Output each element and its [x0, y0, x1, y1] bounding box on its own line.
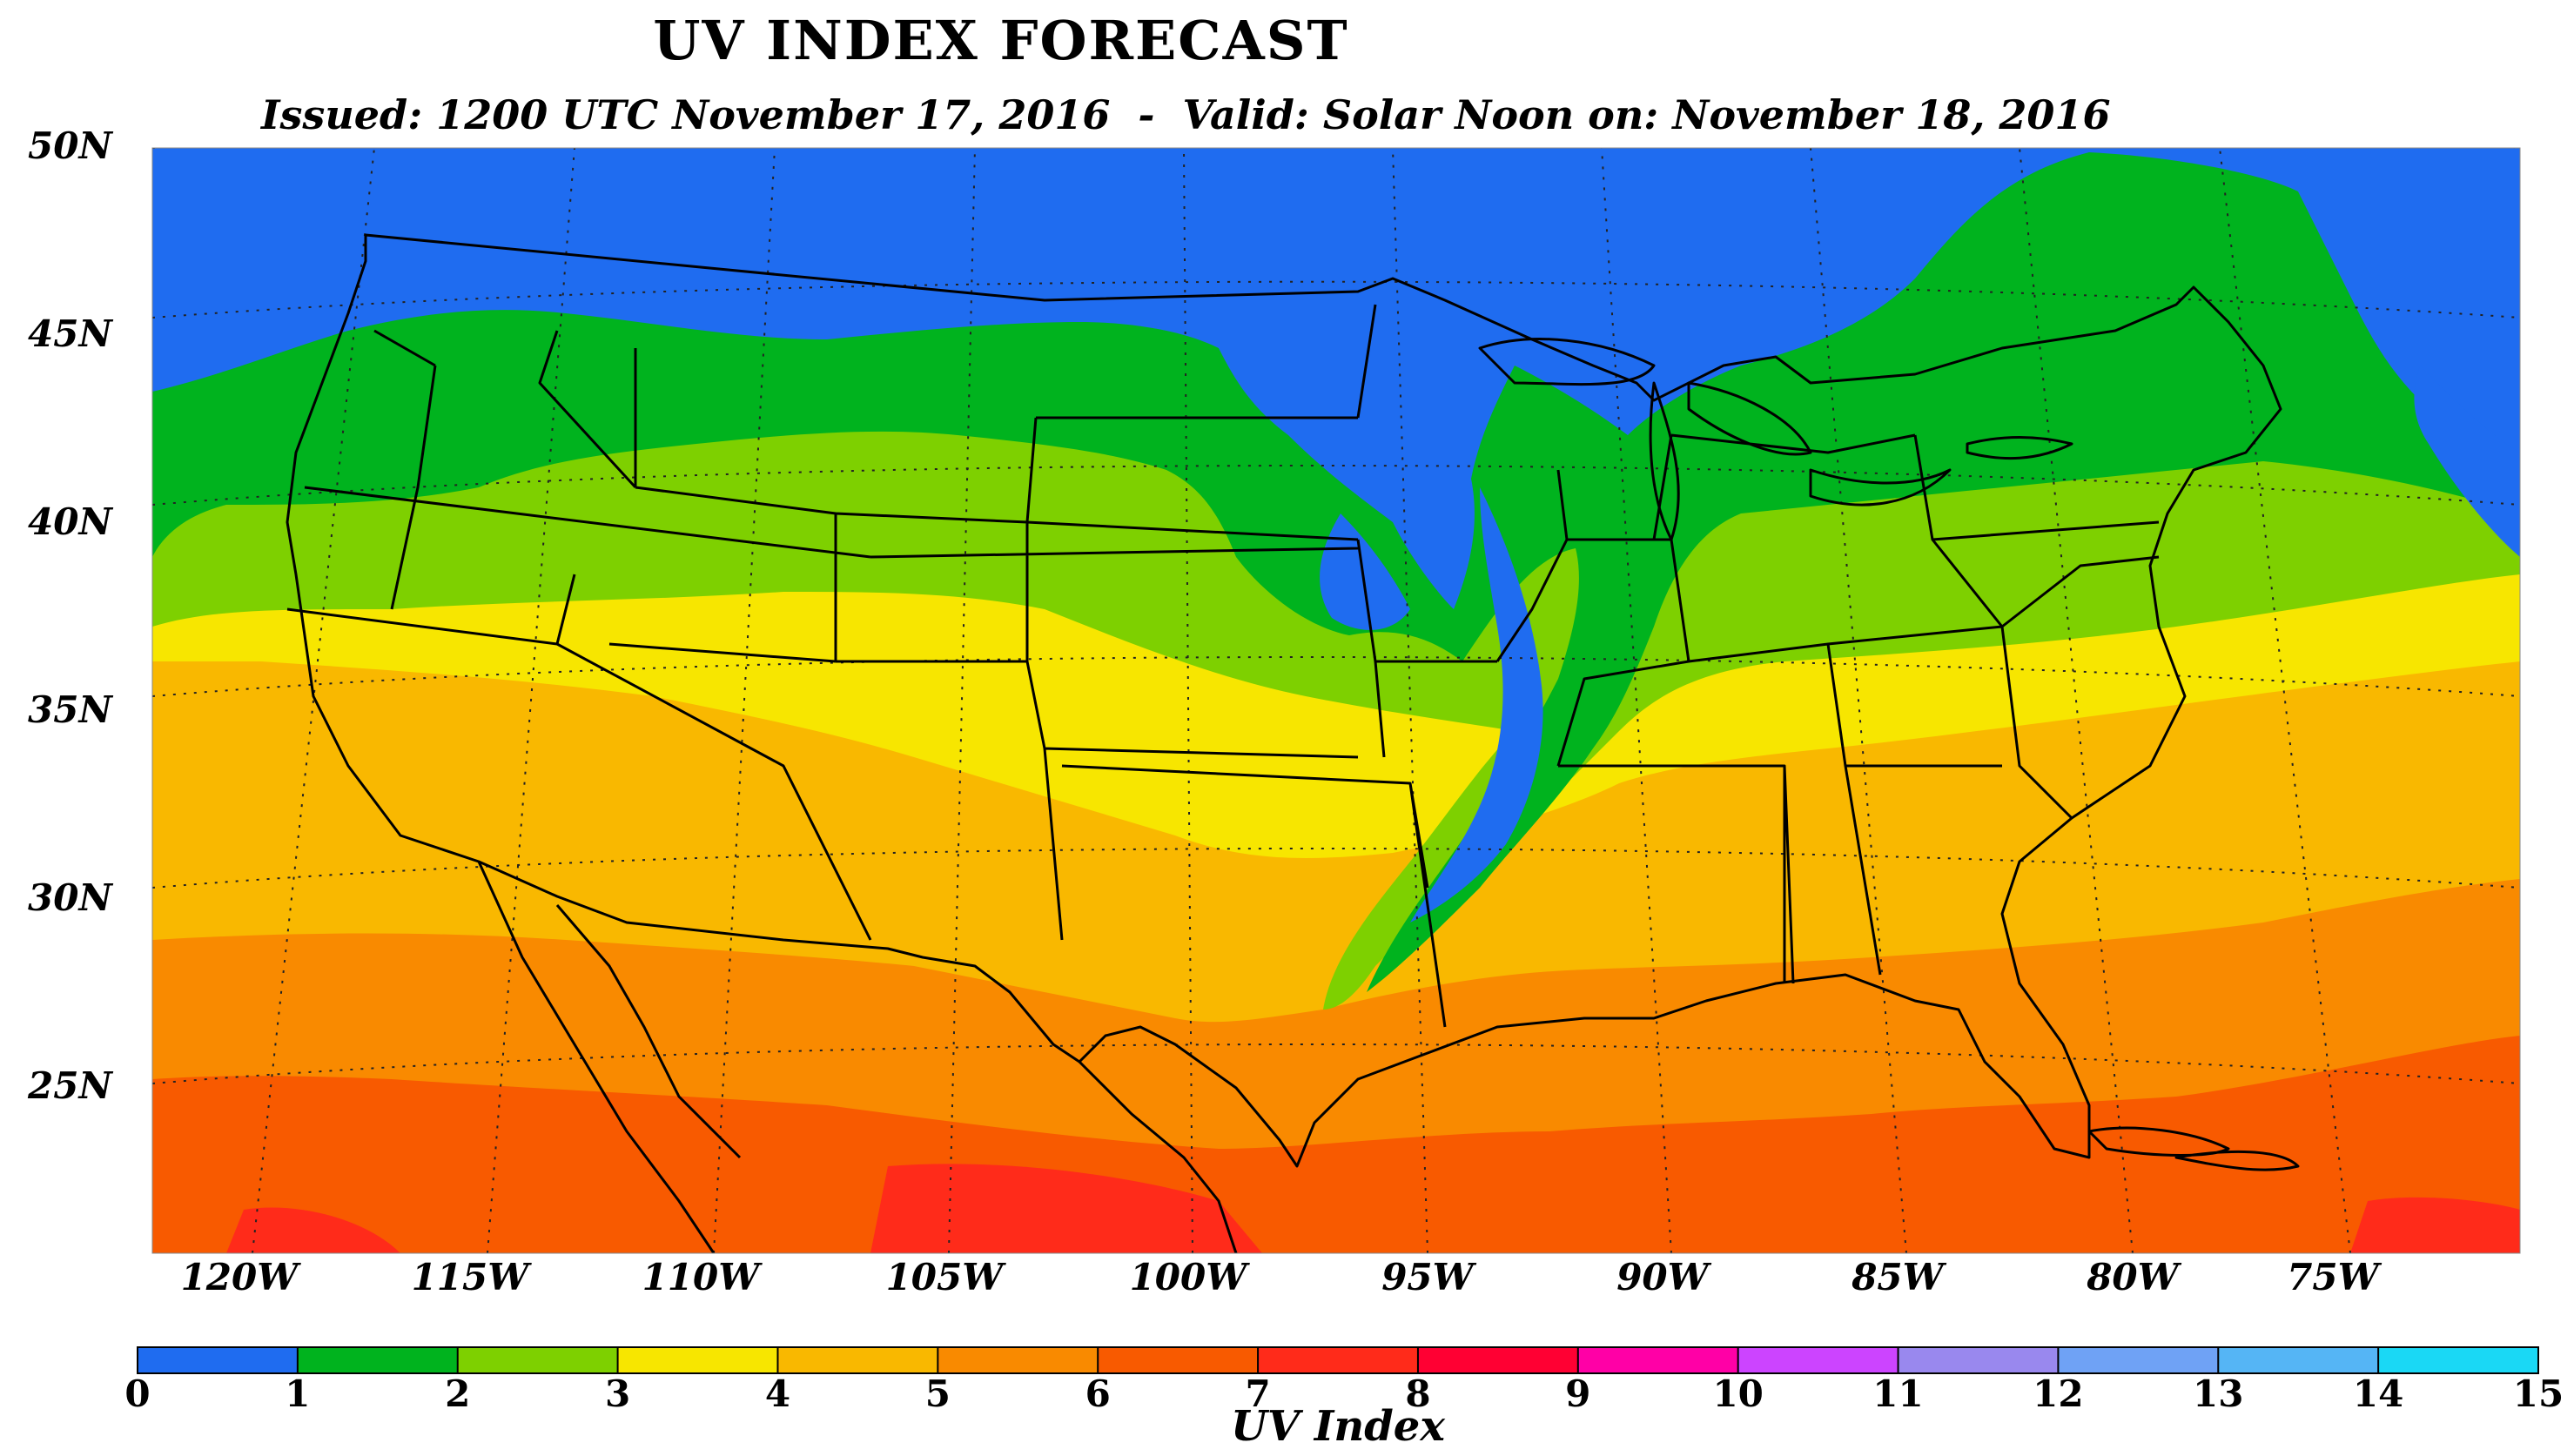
- graticule: [152, 148, 2520, 1253]
- meridian-115w: [487, 148, 575, 1253]
- colorbar-swatch: [297, 1347, 459, 1373]
- latitude-label: 40N: [28, 500, 113, 543]
- uv-field: [152, 148, 2520, 1253]
- colorbar-swatch: [777, 1347, 938, 1373]
- colorbar-tick-label: 6: [1085, 1372, 1111, 1415]
- longitude-label: 80W: [2086, 1256, 2181, 1298]
- map-subtitle: Issued: 1200 UTC November 17, 2016 - Val…: [261, 91, 2111, 138]
- parallel-30n: [152, 848, 2520, 889]
- colorbar-tick-label: 8: [1405, 1372, 1430, 1415]
- uv-index-colorbar: 0 1 2 3 4 5 6 7 8 9 10 11 12 13 14 15 UV Index: [124, 1346, 2564, 1451]
- parallel-45n: [152, 280, 2520, 319]
- colorbar-tick-label: 12: [2033, 1372, 2083, 1415]
- parallel-40n: [152, 465, 2520, 506]
- colorbar-tick-label: 3: [605, 1372, 630, 1415]
- meridian-80w: [2019, 148, 2134, 1253]
- borders: [286, 233, 2300, 1253]
- latitude-labels: 50N 45N 40N 35N 30N 25N: [27, 124, 113, 1107]
- longitude-label: 75W: [2287, 1256, 2382, 1298]
- colorbar-swatch: [1098, 1347, 1259, 1373]
- caribbean-islands: [2087, 1126, 2300, 1171]
- uv-band-0: [1410, 487, 1543, 923]
- longitude-label: 110W: [642, 1256, 763, 1298]
- colorbar-swatch: [2058, 1347, 2219, 1373]
- longitude-label: 105W: [886, 1256, 1007, 1298]
- colorbar-swatch: [2218, 1347, 2379, 1373]
- parallel-25n: [152, 1043, 2520, 1084]
- map-title: UV INDEX FORECAST: [653, 9, 1349, 72]
- colorbar-tick-label: 1: [285, 1372, 310, 1415]
- colorbar-tick-label: 11: [1872, 1372, 1923, 1415]
- colorbar-tick-label: 13: [2193, 1372, 2243, 1415]
- colorbar-swatch: [617, 1347, 778, 1373]
- colorbar-tick-label: 15: [2513, 1372, 2564, 1415]
- colorbar-swatch: [1898, 1347, 2059, 1373]
- latitude-label: 45N: [28, 312, 113, 355]
- meridian-105w: [948, 148, 976, 1253]
- uv-band-0: [152, 148, 2520, 609]
- colorbar-tick-label: 14: [2353, 1372, 2403, 1415]
- colorbar-swatch: [138, 1347, 299, 1373]
- map-frame: [151, 147, 2521, 1254]
- uv-band-7: [226, 1207, 400, 1253]
- longitude-labels: 120W 115W 110W 105W 100W 95W 90W 85W 80W 75W: [181, 1256, 2382, 1298]
- colorbar-swatch: [1258, 1347, 1419, 1373]
- us-outline: [286, 233, 2282, 1168]
- colorbar-swatch: [1737, 1347, 1899, 1373]
- colorbar-tick-label: 4: [765, 1372, 790, 1415]
- uv-band-0: [2414, 366, 2520, 557]
- colorbar-swatch: [2378, 1347, 2539, 1373]
- longitude-label: 85W: [1851, 1256, 1946, 1298]
- colorbar-tick-label: 9: [1565, 1372, 1590, 1415]
- meridian-95w: [1392, 148, 1428, 1253]
- colorbar-swatch: [938, 1347, 1099, 1373]
- longitude-label: 100W: [1130, 1256, 1251, 1298]
- latitude-label: 30N: [28, 876, 113, 919]
- state-borders: [286, 304, 2160, 1028]
- latitude-label: 50N: [28, 124, 113, 167]
- great-lakes: [1478, 338, 2073, 541]
- colorbar-tick-label: 10: [1712, 1372, 1763, 1415]
- longitude-label: 115W: [412, 1256, 533, 1298]
- parallel-50n: [152, 148, 2520, 149]
- longitude-label: 95W: [1381, 1256, 1476, 1298]
- colorbar-swatch: [457, 1347, 619, 1373]
- latitude-label: 35N: [28, 688, 113, 731]
- colorbar-swatch: [1577, 1347, 1739, 1373]
- colorbar-tick-label: 0: [124, 1372, 150, 1415]
- meridian-85w: [1810, 148, 1907, 1253]
- uv-band-7: [870, 1164, 1262, 1253]
- longitude-label: 120W: [181, 1256, 302, 1298]
- uv-band-7: [2350, 1197, 2520, 1253]
- mexico-coast: [477, 861, 1238, 1253]
- uv-band-0: [1320, 513, 1410, 630]
- longitude-label: 90W: [1616, 1256, 1711, 1298]
- latitude-label: 25N: [27, 1064, 113, 1107]
- colorbar-swatch: [1417, 1347, 1579, 1373]
- meridian-90w: [1601, 148, 1672, 1253]
- colorbar-title: UV Index: [1231, 1402, 1446, 1451]
- colorbar-tick-label: 5: [925, 1372, 951, 1415]
- meridian-100w: [1183, 148, 1193, 1253]
- colorbar-tick-label: 7: [1245, 1372, 1270, 1415]
- meridian-120w: [252, 148, 375, 1253]
- colorbar-tick-label: 2: [445, 1372, 470, 1415]
